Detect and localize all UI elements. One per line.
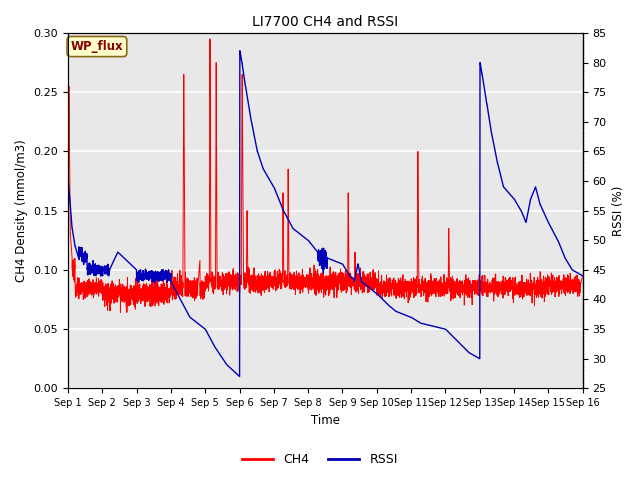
Y-axis label: RSSI (%): RSSI (%) (612, 185, 625, 236)
Text: WP_flux: WP_flux (70, 40, 124, 53)
Title: LI7700 CH4 and RSSI: LI7700 CH4 and RSSI (252, 15, 398, 29)
X-axis label: Time: Time (311, 414, 340, 427)
Y-axis label: CH4 Density (mmol/m3): CH4 Density (mmol/m3) (15, 139, 28, 282)
Legend: CH4, RSSI: CH4, RSSI (237, 448, 403, 471)
